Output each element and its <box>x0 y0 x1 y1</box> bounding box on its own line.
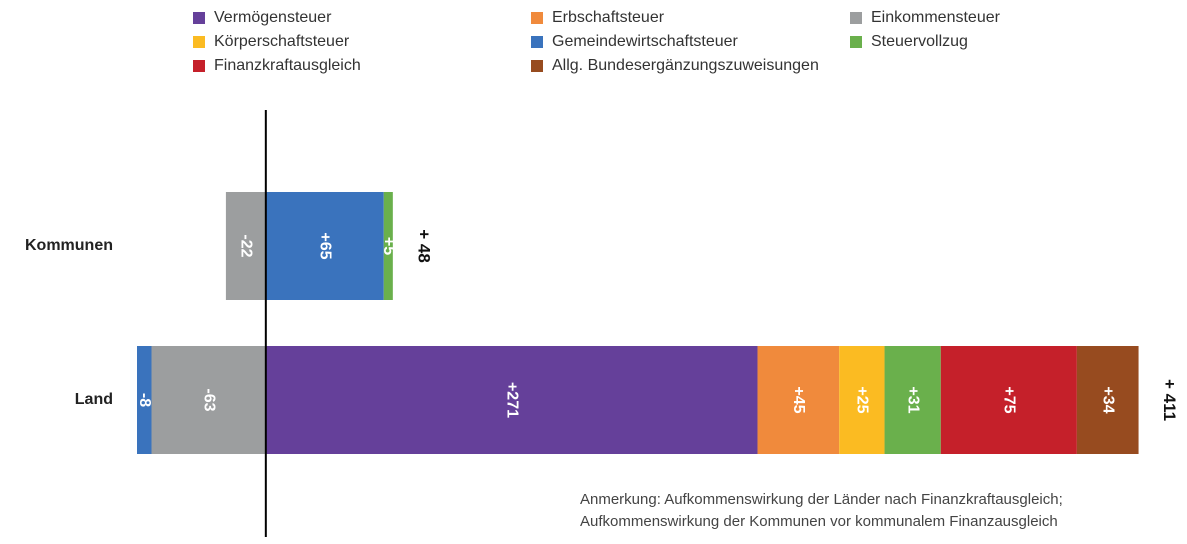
category-label: Land <box>75 391 113 408</box>
legend-swatch <box>193 60 205 72</box>
data-label: +34 <box>1099 386 1116 413</box>
data-label: +45 <box>790 386 807 413</box>
legend-swatch <box>531 12 543 24</box>
bar-segment <box>265 192 384 300</box>
legend-label: Erbschaftsteuer <box>552 9 665 26</box>
bar-segment <box>839 346 885 454</box>
legend-swatch <box>193 12 205 24</box>
legend-swatch <box>193 36 205 48</box>
legend-label: Vermögensteuer <box>214 9 332 26</box>
data-label: +75 <box>1001 386 1018 413</box>
legend-swatch <box>850 36 862 48</box>
bar-segment <box>265 346 758 454</box>
bar-segment <box>884 346 941 454</box>
data-label: +25 <box>854 386 871 413</box>
bar-segment <box>940 346 1077 454</box>
legend-swatch <box>531 60 543 72</box>
data-label: -63 <box>200 388 217 411</box>
legend-label: Einkommensteuer <box>871 9 1001 26</box>
legend-label: Allg. Bundesergänzungszuweisungen <box>552 57 819 74</box>
legend-swatch <box>850 12 862 24</box>
bar-segment <box>137 346 152 454</box>
note: Aufkommenswirkung der Kommunen vor kommu… <box>580 513 1058 530</box>
data-label: +5 <box>380 237 397 255</box>
total-label: + 411 <box>1160 379 1179 421</box>
bar-segment <box>383 192 393 300</box>
data-label: -8 <box>136 393 153 407</box>
note: Anmerkung: Aufkommenswirkung der Länder … <box>580 491 1063 508</box>
bar-segment <box>151 346 266 454</box>
legend-label: Gemeindewirtschaftsteuer <box>552 33 739 50</box>
legend-label: Finanzkraftausgleich <box>214 57 361 74</box>
legend-label: Steuervollzug <box>871 33 968 50</box>
data-label: -22 <box>238 234 255 257</box>
bar-segment <box>757 346 840 454</box>
data-label: +31 <box>904 386 921 413</box>
bar-segment <box>225 192 266 300</box>
data-label: +271 <box>503 382 520 418</box>
data-label: +65 <box>317 232 334 259</box>
bar-segment <box>1076 346 1139 454</box>
total-label: + 48 <box>414 229 433 263</box>
category-label: Kommunen <box>25 237 113 254</box>
legend-swatch <box>531 36 543 48</box>
legend-label: Körperschaftsteuer <box>214 33 350 50</box>
